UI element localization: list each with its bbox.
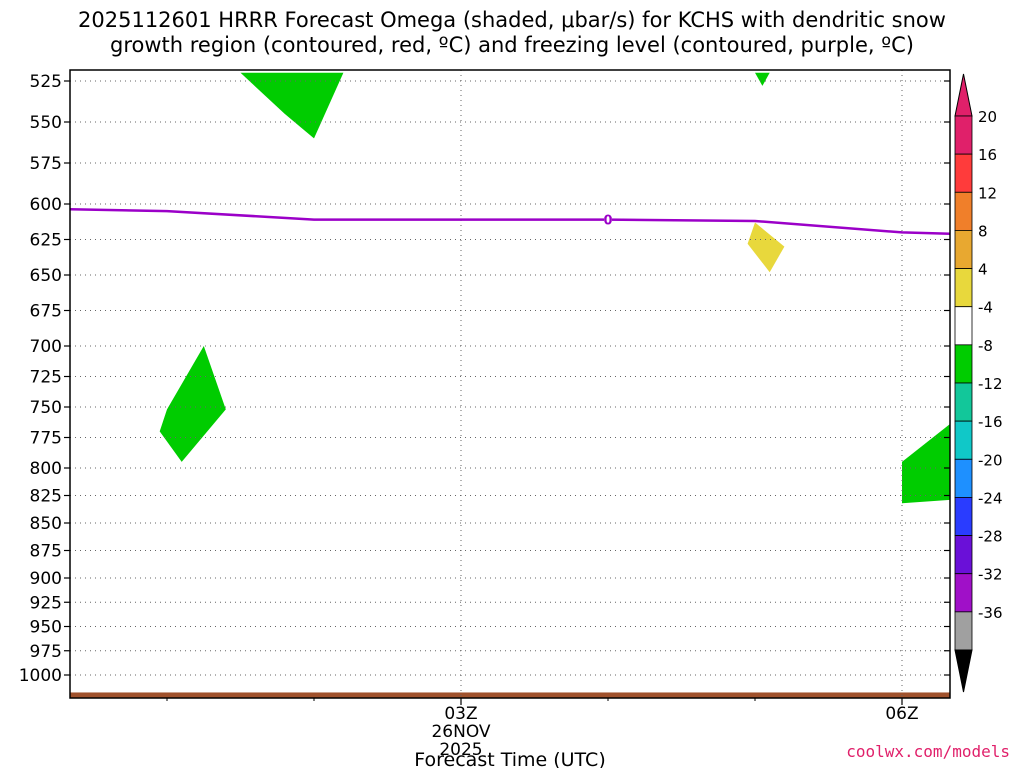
omega-region-2: [755, 72, 770, 86]
colorbar-swatch: [954, 611, 973, 651]
y-tick-label: 675: [30, 302, 62, 322]
y-tick-label: 975: [30, 642, 62, 662]
colorbar-label: -8: [978, 337, 993, 355]
colorbar-label: -4: [978, 299, 993, 317]
colorbar-swatch: [954, 573, 973, 613]
colorbar-swatch: [954, 115, 973, 155]
y-tick-label: 625: [30, 231, 62, 251]
omega-region-12: [902, 424, 950, 504]
axis-layer: 525 550 575 600 625 650 675 700 725 750 775 800 825 8…: [19, 69, 951, 760]
freezing-level-line: [70, 208, 950, 236]
colorbar-label: -16: [978, 413, 1003, 431]
colorbar-swatch: [954, 382, 973, 422]
omega-region-1: [240, 72, 344, 139]
colorbar-label: -28: [978, 528, 1003, 546]
y-tick-label: 725: [30, 368, 62, 388]
colorbar-swatch: [954, 306, 973, 346]
y-tick-label: 825: [30, 487, 62, 507]
y-tick-label: 775: [30, 429, 62, 449]
colorbar-swatch: [954, 535, 973, 575]
ground-band: [70, 692, 950, 698]
colorbar-swatch: [954, 268, 973, 308]
y-tick-label: 1000: [19, 666, 62, 686]
y-tick-label: 850: [30, 514, 62, 534]
colorbar-swatch: [954, 153, 973, 193]
colorbar: 20 16 12 8 4 -4 -8 -12 -16 -20 -24 -28 -32 -36: [954, 73, 1003, 693]
y-tick-label: 950: [30, 618, 62, 638]
y-tick-label: 525: [30, 72, 62, 92]
colorbar-swatch: [954, 497, 973, 536]
y-tick-label: 750: [30, 398, 62, 418]
colorbar-swatch: [954, 458, 973, 498]
colorbar-label: 16: [978, 146, 997, 164]
colorbar-top-cap: [954, 73, 973, 117]
freezing-level-label: 0: [603, 214, 612, 229]
y-tick-label: 575: [30, 154, 62, 174]
colorbar-label: 20: [978, 108, 997, 126]
colorbar-swatch: [954, 420, 973, 460]
colorbar-swatch: [954, 230, 973, 269]
x-tick-label: 03Z: [444, 704, 477, 724]
y-tick-label: 550: [30, 113, 62, 133]
y-tick-label: 875: [30, 542, 62, 562]
credit-link[interactable]: coolwx.com/models: [846, 742, 1010, 761]
y-tick-label: 600: [30, 195, 62, 215]
colorbar-label: -12: [978, 375, 1003, 393]
chart-title-line-2: growth region (contoured, red, ºC) and f…: [110, 33, 914, 57]
colorbar-label: -24: [978, 489, 1003, 507]
y-tick-label: 800: [30, 459, 62, 479]
colorbar-bottom-cap: [954, 649, 973, 693]
colorbar-label: -32: [978, 566, 1003, 584]
y-tick-label: 700: [30, 337, 62, 357]
y-tick-label: 650: [30, 266, 62, 286]
y-tick-label: 925: [30, 593, 62, 613]
freezing-level-layer: 00: [70, 208, 950, 236]
x-axis-label: Forecast Time (UTC): [414, 749, 605, 768]
colorbar-label: -36: [978, 604, 1003, 622]
y-tick-label: 900: [30, 569, 62, 589]
colorbar-label: 12: [978, 184, 997, 202]
grid-layer: [70, 70, 950, 698]
colorbar-label: -20: [978, 451, 1003, 469]
shaded-layer: [70, 72, 1024, 698]
colorbar-swatch: [954, 191, 973, 231]
x-tick-date: 26NOV: [431, 722, 490, 742]
colorbar-label: 4: [978, 261, 988, 279]
x-tick-year: 2025: [439, 740, 482, 760]
freezing-label-bg: [604, 212, 612, 227]
omega-region-6: [747, 222, 785, 273]
omega-region-13: [1012, 419, 1024, 665]
colorbar-label: 8: [978, 222, 988, 240]
chart-title-line-1: 2025112601 HRRR Forecast Omega (shaded, …: [78, 8, 946, 32]
colorbar-swatch: [954, 344, 973, 384]
plot-frame: [69, 69, 951, 699]
x-tick-label: 06Z: [885, 704, 918, 724]
omega-region-11: [159, 346, 226, 462]
